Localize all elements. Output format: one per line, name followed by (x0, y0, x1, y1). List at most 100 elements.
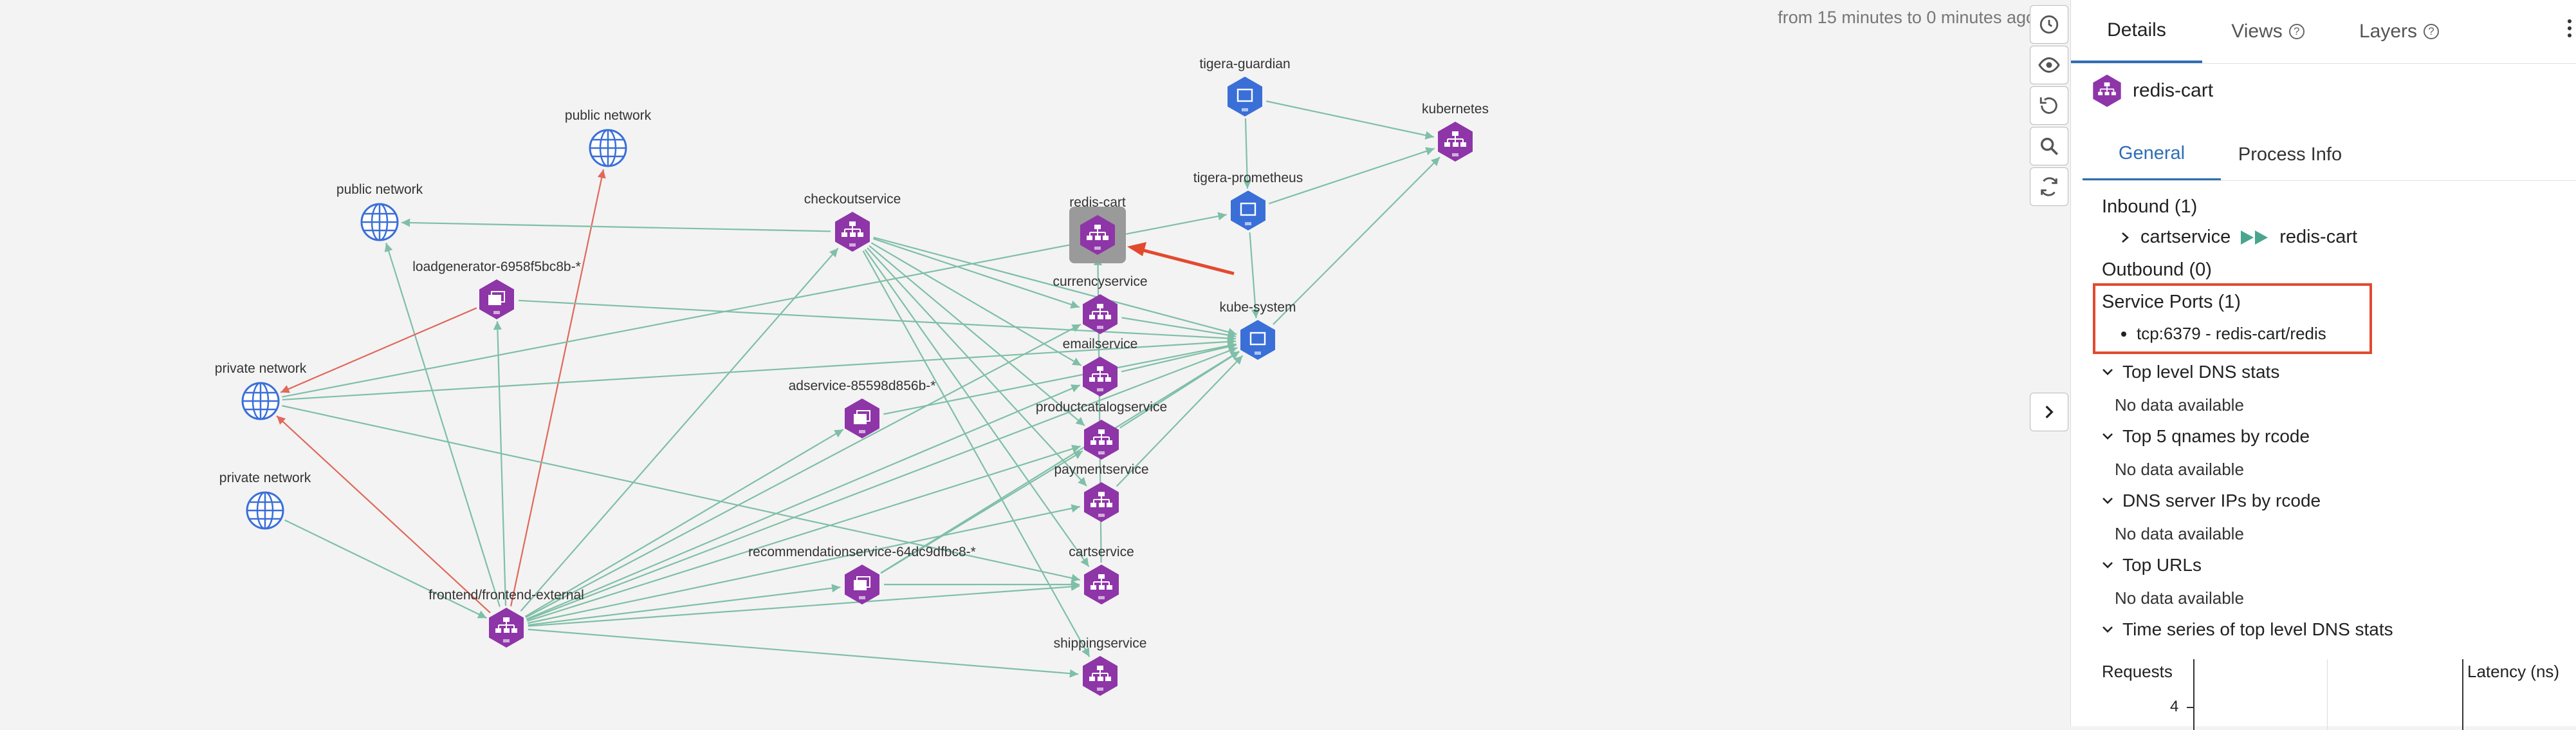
graph-edge[interactable] (1268, 147, 1435, 205)
clock-icon (2039, 15, 2059, 34)
graph-edge[interactable] (880, 350, 1240, 574)
graph-edge[interactable] (1273, 156, 1440, 325)
node-label: tigera-prometheus (1193, 171, 1303, 185)
graph-edge[interactable] (1116, 355, 1244, 487)
section-top-qnames[interactable]: Top 5 qnames by rcode (2102, 426, 2310, 447)
graph-node[interactable]: kubernetes (1422, 102, 1489, 162)
graph-edge[interactable] (276, 415, 491, 613)
tab-details[interactable]: Details (2071, 0, 2202, 63)
graph-node[interactable]: currencyservice (1053, 274, 1148, 334)
graph-edge[interactable] (282, 212, 1227, 398)
graph-edge[interactable] (384, 243, 501, 607)
graph-edge[interactable] (867, 247, 1087, 487)
graph-edge[interactable] (869, 245, 1085, 427)
graph-edge[interactable] (524, 429, 844, 617)
graph-node[interactable]: cartservice (1069, 545, 1134, 604)
graph-node[interactable]: paymentservice (1054, 462, 1149, 522)
graph-edge[interactable] (872, 238, 1080, 309)
graph-edge[interactable] (1243, 118, 1252, 189)
help-icon: ? (2424, 24, 2440, 39)
graph-edge[interactable] (873, 236, 1237, 337)
chart-right-axis (2462, 659, 2463, 730)
node-label: currencyservice (1053, 274, 1147, 289)
network-graph-canvas[interactable]: public network public network private netw… (0, 0, 2068, 726)
inbound-source: cartservice (2140, 227, 2231, 247)
undo-button[interactable] (2030, 86, 2068, 125)
graph-edge[interactable] (864, 249, 1090, 567)
graph-node[interactable]: checkoutservice (804, 192, 901, 252)
graph-edge[interactable] (401, 218, 831, 232)
graph-edge[interactable] (528, 584, 841, 626)
inbound-flow-row[interactable]: cartservice redis-cart (2120, 227, 2357, 248)
graph-node[interactable]: shippingservice (1054, 636, 1147, 696)
more-options-icon[interactable] (2563, 19, 2576, 37)
graph-edge[interactable] (527, 444, 1081, 622)
graph-edge[interactable] (520, 247, 839, 612)
graph-edge[interactable] (510, 169, 606, 606)
subtab-general[interactable]: General (2083, 129, 2221, 180)
section-time-series[interactable]: Time series of top level DNS stats (2102, 619, 2393, 640)
undo-icon (2039, 97, 2057, 114)
graph-edge[interactable] (870, 242, 1082, 366)
annotation-arrow (1127, 242, 1235, 276)
graph-edge[interactable] (526, 346, 1238, 621)
graph-edge[interactable] (528, 628, 1079, 678)
graph-node[interactable]: private network (219, 471, 311, 530)
refresh-button[interactable] (2030, 167, 2068, 206)
timeline-button[interactable] (2030, 5, 2068, 44)
graph-node[interactable]: tigera-prometheus (1193, 171, 1303, 230)
subtab-process-info[interactable]: Process Info (2238, 144, 2342, 165)
node-label: emailservice (1063, 337, 1138, 351)
graph-edge[interactable] (1266, 100, 1434, 140)
graph-edge[interactable] (281, 405, 1081, 583)
graph-node[interactable]: productcatalogservice (1036, 400, 1167, 460)
graph-node[interactable]: frontend/frontend-external (428, 588, 584, 648)
graph-edge[interactable] (862, 250, 1090, 657)
graph-node[interactable]: kube-system (1219, 300, 1296, 360)
service-icon (1083, 294, 1118, 334)
graph-edge[interactable] (528, 582, 1080, 627)
section-top-dns[interactable]: Top level DNS stats (2102, 362, 2279, 382)
service-ports-title: Service Ports (1) (2102, 292, 2241, 312)
graph-node[interactable]: private network (215, 361, 307, 420)
node-label: frontend/frontend-external (428, 588, 584, 603)
graph-edge[interactable] (1121, 317, 1237, 339)
section-top-urls[interactable]: Top URLs (2102, 555, 2202, 576)
graph-node[interactable]: recommendationservice-64dc9dfbc8-* (748, 545, 976, 604)
search-button[interactable] (2030, 127, 2068, 165)
section-dns-server-ips[interactable]: DNS server IPs by rcode (2102, 491, 2321, 511)
graph-edge[interactable] (525, 323, 1081, 619)
globe-icon (360, 203, 399, 241)
service-icon (2093, 74, 2121, 108)
graph-edge[interactable] (282, 337, 1237, 401)
graph-edge[interactable] (528, 504, 1080, 624)
tab-views-label: Views (2231, 21, 2283, 42)
graph-edge[interactable] (493, 321, 507, 606)
graph-node[interactable]: public network (565, 108, 652, 167)
entity-header: redis-cart (2090, 74, 2213, 108)
graph-edge[interactable] (1119, 351, 1240, 429)
visibility-button[interactable] (2030, 46, 2068, 84)
graph-node[interactable]: adservice-85598d856b-* (789, 379, 936, 438)
graph-edge[interactable] (883, 341, 1237, 415)
expand-panel-button[interactable] (2030, 393, 2068, 431)
node-label: loadgenerator-6958f5bc8b-* (412, 259, 581, 274)
tab-views[interactable]: Views? (2202, 0, 2333, 63)
section-title: Top 5 qnames by rcode (2122, 426, 2310, 446)
graph-node[interactable]: loadgenerator-6958f5bc8b-* (412, 259, 581, 319)
graph-edge[interactable] (518, 299, 1237, 343)
graph-edge[interactable] (280, 307, 477, 393)
graph-edge[interactable] (1249, 232, 1260, 319)
graph-node[interactable]: redis-cart (1069, 195, 1126, 263)
graph-edge[interactable] (1121, 342, 1237, 373)
graph-node[interactable]: public network (336, 182, 423, 241)
tab-layers[interactable]: Layers? (2333, 0, 2465, 63)
graph-edge[interactable] (284, 519, 487, 619)
section-title: Time series of top level DNS stats (2122, 619, 2393, 639)
chevron-down-icon (2102, 498, 2113, 504)
graph-node[interactable]: tigera-guardian (1199, 57, 1291, 117)
node-label: adservice-85598d856b-* (789, 379, 936, 393)
graph-node[interactable]: emailservice (1063, 337, 1138, 397)
outbound-title: Outbound (0) (2102, 259, 2212, 280)
node-label: productcatalogservice (1036, 400, 1167, 415)
